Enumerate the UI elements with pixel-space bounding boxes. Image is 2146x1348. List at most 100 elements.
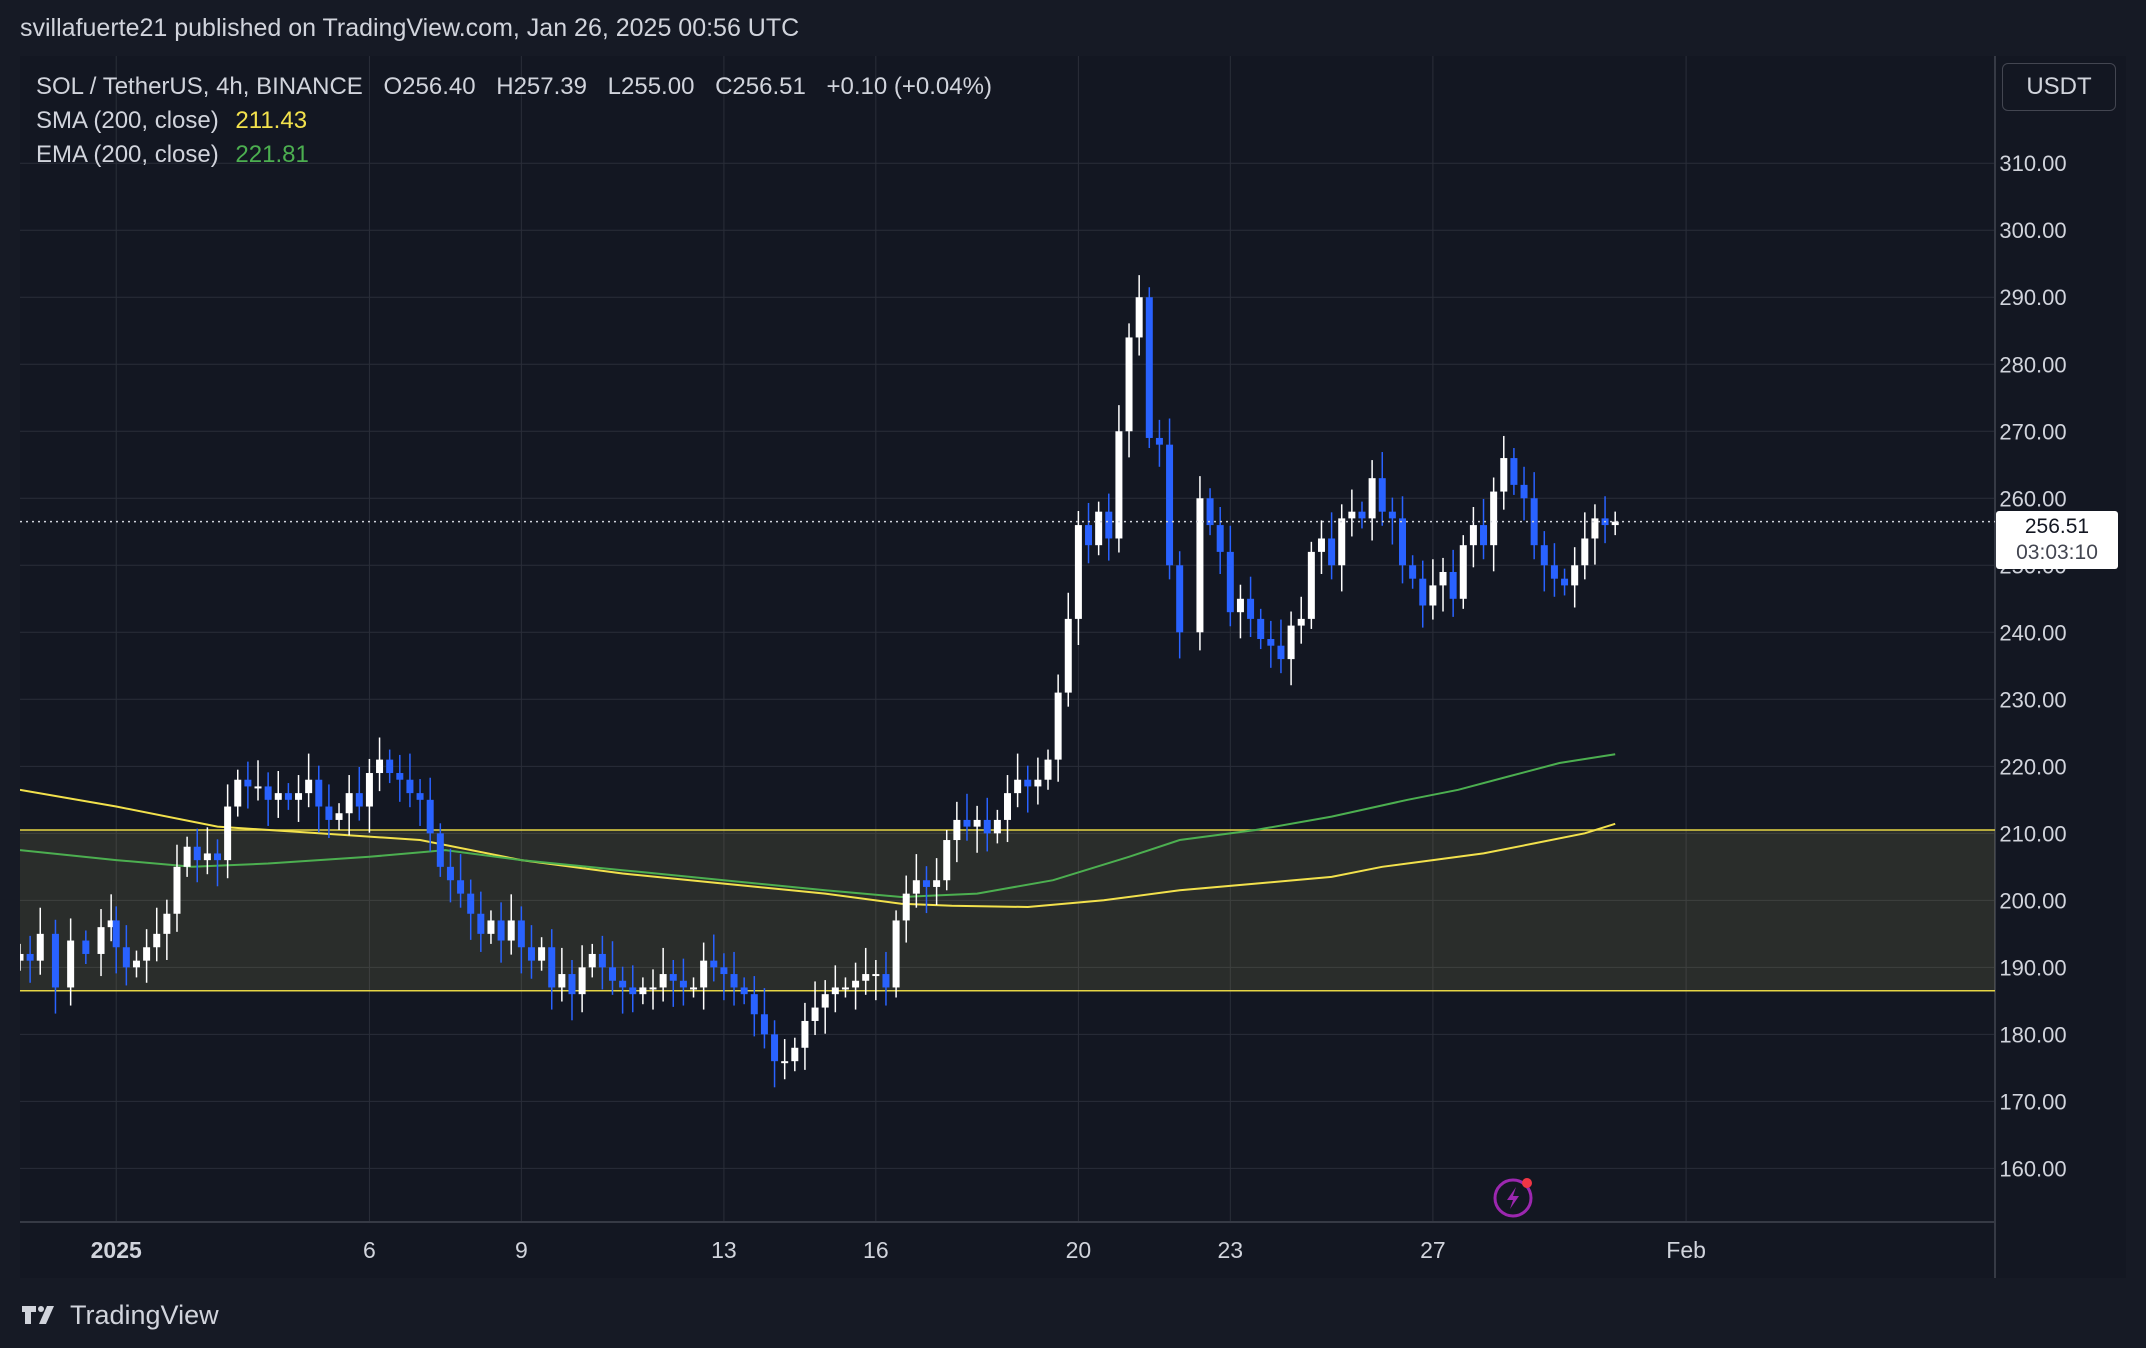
candle-up [588,953,596,968]
candle-up [107,920,115,928]
candle-up [1095,511,1103,546]
candle-up [892,920,900,988]
candle-up [153,933,161,948]
candle-down [1510,458,1518,485]
candle-up [345,793,353,814]
candle-down [922,880,930,887]
x-tick-label: 9 [515,1237,528,1263]
candle-up [173,866,181,914]
legend-ema-label: EMA (200, close) [36,141,219,168]
candle-up [1611,521,1619,526]
last-price-label: 256.51 03:03:10 [1996,511,2118,569]
candle-up [1368,478,1376,519]
candle-up [163,913,171,934]
candle-down [963,819,971,827]
candle-down [629,987,637,995]
candle-up [143,947,151,961]
candle-down [679,980,687,988]
candle-down [214,853,221,861]
candle-down [527,947,535,961]
y-tick-label: 160.00 [1999,1156,2066,1181]
x-tick-label: 6 [363,1237,376,1263]
candle-up [1064,618,1072,693]
published-text: svillafuerte21 published on TradingView.… [20,13,800,42]
footer: TradingView [20,1290,219,1340]
candle-down [1449,571,1457,599]
legend-symbol[interactable]: SOL / TetherUS, 4h, BINANCE [36,73,363,100]
candle-down [396,773,404,780]
candle-up [781,1061,789,1064]
candle-down [568,974,576,995]
y-tick-label: 210.00 [1999,821,2066,846]
candle-up [1317,538,1325,552]
candle-down [1540,545,1548,566]
candle-down [51,933,59,988]
legend-open: O256.40 [383,73,476,100]
candle-up [1429,585,1437,606]
candle-down [467,893,475,914]
candle-down [315,779,323,807]
candle-up [1500,458,1508,492]
candle-down [548,947,556,988]
candle-down [669,974,677,981]
candle-down [1024,779,1032,787]
candle-up [36,933,44,961]
candle-up [1004,793,1011,820]
candle-up [67,940,75,988]
candle-down [1226,551,1234,613]
candle-down [720,967,728,975]
candle-up [365,773,373,807]
candle-down [1085,525,1093,546]
lightning-alert-icon[interactable] [1493,1178,1533,1218]
y-tick-label: 310.00 [1999,151,2066,176]
candle-up [1581,538,1589,566]
candle-down [446,866,454,881]
candle-up [1307,551,1315,619]
candle-up [376,759,384,774]
candle-down [416,793,424,800]
candle-down [1530,498,1538,546]
candle-up [872,974,880,977]
candle-down [1550,565,1558,579]
candle-down [1399,518,1406,566]
candle-down [598,953,606,968]
candle-down [609,967,616,981]
candle-down [325,806,333,820]
candle-down [1561,578,1569,586]
candle-up [1287,625,1295,660]
x-tick-label: 23 [1218,1237,1244,1263]
candle-up [659,974,667,988]
candle-down [1105,511,1113,539]
candle-up [1439,571,1447,586]
y-tick-label: 240.00 [1999,620,2066,645]
candle-up [558,974,566,988]
candle-up [862,974,870,981]
candle-up [811,1007,819,1021]
candle-up [224,806,232,861]
y-tick-label: 270.00 [1999,419,2066,444]
candle-down [26,953,34,961]
candle-up [912,880,920,894]
legend-high: H257.39 [496,73,587,100]
chart-frame[interactable]: 310.00300.00290.00280.00270.00260.00250.… [20,56,2126,1278]
candle-down [760,1014,768,1035]
candlestick-chart[interactable]: 310.00300.00290.00280.00270.00260.00250.… [20,56,2126,1278]
legend-close: C256.51 [715,73,806,100]
currency-button[interactable]: USDT [2002,63,2116,111]
y-tick-label: 190.00 [1999,955,2066,980]
candle-up [1196,498,1204,633]
legend-ema-row[interactable]: EMA (200, close) 221.81 [36,138,992,172]
y-tick-label: 260.00 [1999,486,2066,511]
candle-down [112,920,120,948]
candle-down [1409,565,1417,579]
legend-low: L255.00 [607,73,695,100]
legend-sma-row[interactable]: SMA (200, close) 211.43 [36,104,992,138]
candle-down [355,793,363,807]
candle-down [619,980,627,988]
x-tick-label: 13 [711,1237,737,1263]
chart-legend: SOL / TetherUS, 4h, BINANCE O256.40 H257… [36,70,992,172]
legend-sma-value: 211.43 [235,107,308,134]
candle-up [831,987,839,995]
candle-up [1469,525,1477,546]
footer-brand[interactable]: TradingView [70,1299,219,1330]
